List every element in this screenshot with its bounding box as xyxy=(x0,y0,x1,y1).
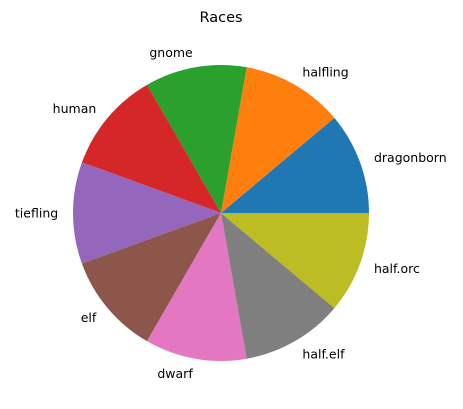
pie-slice-half-elf xyxy=(221,213,335,359)
pie-slice-tiefling xyxy=(73,162,221,264)
pie-label-dragonborn: dragonborn xyxy=(374,150,447,165)
pie-slice-elf xyxy=(81,213,222,342)
pie-label-elf: elf xyxy=(81,310,97,325)
pie-label-tiefling: tiefling xyxy=(15,206,58,221)
pie-slices xyxy=(73,65,369,361)
pie-slice-dragonborn xyxy=(221,117,369,213)
pie-label-half-orc: half.orc xyxy=(374,261,420,276)
pie-label-dwarf: dwarf xyxy=(157,366,193,381)
pie-labels: dragonborn halfling gnome human tiefling elf d… xyxy=(15,45,447,381)
pie-slice-gnome xyxy=(147,65,247,213)
chart-title: Races xyxy=(199,10,242,26)
pie-label-human: human xyxy=(53,101,97,116)
pie-label-gnome: gnome xyxy=(149,45,193,60)
pie-slice-half-orc xyxy=(221,213,369,309)
pie-slice-human xyxy=(81,84,222,213)
pie-slice-halfling xyxy=(221,67,335,213)
pie-slice-dwarf xyxy=(147,213,247,361)
pie-label-halfling: halfling xyxy=(302,65,348,80)
pie-label-half-elf: half.elf xyxy=(302,346,345,361)
